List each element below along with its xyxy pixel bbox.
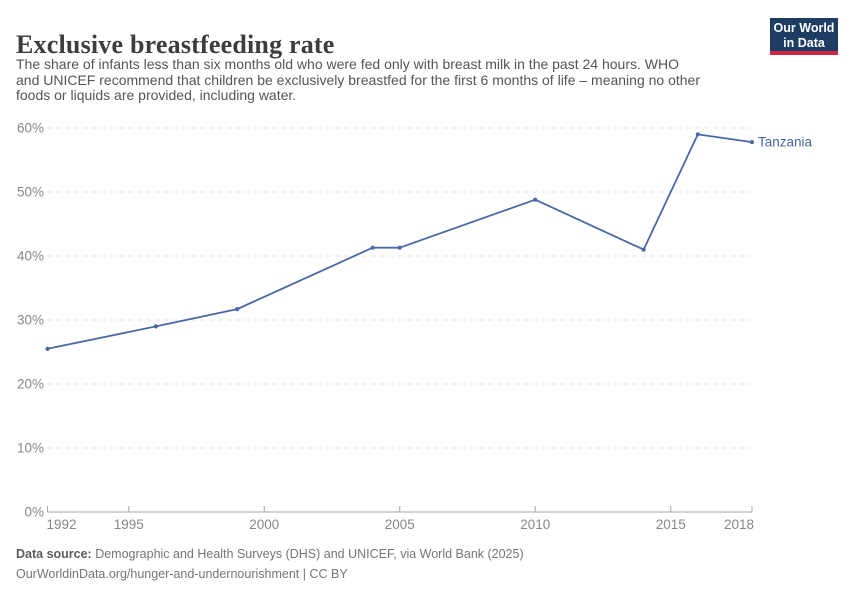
data-point[interactable] (641, 247, 646, 252)
x-tick-label: 2015 (656, 517, 686, 532)
chart-footer: Data source: Demographic and Health Surv… (16, 545, 524, 584)
data-point[interactable] (695, 132, 700, 137)
y-tick-label: 60% (17, 121, 44, 136)
y-tick-label: 0% (24, 505, 44, 520)
y-tick-label: 20% (17, 377, 44, 392)
x-tick-label: 2010 (520, 517, 550, 532)
x-tick-label: 2000 (249, 517, 279, 532)
data-point[interactable] (749, 139, 755, 145)
y-tick-label: 10% (17, 441, 44, 456)
license-line: OurWorldinData.org/hunger-and-undernouri… (16, 566, 348, 581)
y-tick-label: 30% (17, 313, 44, 328)
owid-logo-text-line2: in Data (783, 35, 825, 50)
data-point[interactable] (370, 245, 375, 250)
data-point[interactable] (235, 307, 240, 312)
y-tick-label: 50% (17, 185, 44, 200)
y-tick-label: 40% (17, 249, 44, 264)
data-source-text: Demographic and Health Surveys (DHS) and… (91, 547, 524, 561)
subtitle-line: and UNICEF recommend that children be ex… (16, 71, 701, 88)
subtitle-line: foods or liquids are provided, including… (16, 87, 297, 104)
data-point[interactable] (397, 245, 402, 250)
owid-logo[interactable]: Our World in Data (770, 18, 838, 55)
series-label-tanzania[interactable]: Tanzania (758, 135, 813, 150)
x-tick-label: 1995 (114, 517, 144, 532)
x-tick-label: 1992 (47, 517, 77, 532)
chart-subtitle: The share of infants less than six month… (16, 56, 701, 104)
data-source-label: Data source: (16, 547, 92, 561)
x-tick-label: 2005 (385, 517, 415, 532)
data-point[interactable] (153, 324, 158, 329)
subtitle-line: The share of infants less than six month… (16, 56, 679, 72)
page-title: Exclusive breastfeeding rate (16, 30, 335, 60)
series-line-tanzania[interactable] (46, 133, 753, 350)
x-tick-label: 2018 (724, 517, 754, 532)
data-point[interactable] (533, 197, 538, 202)
owid-logo-text-line1: Our World (773, 21, 835, 35)
data-source-line: Data source: Demographic and Health Surv… (16, 545, 524, 565)
data-point[interactable] (45, 346, 50, 351)
